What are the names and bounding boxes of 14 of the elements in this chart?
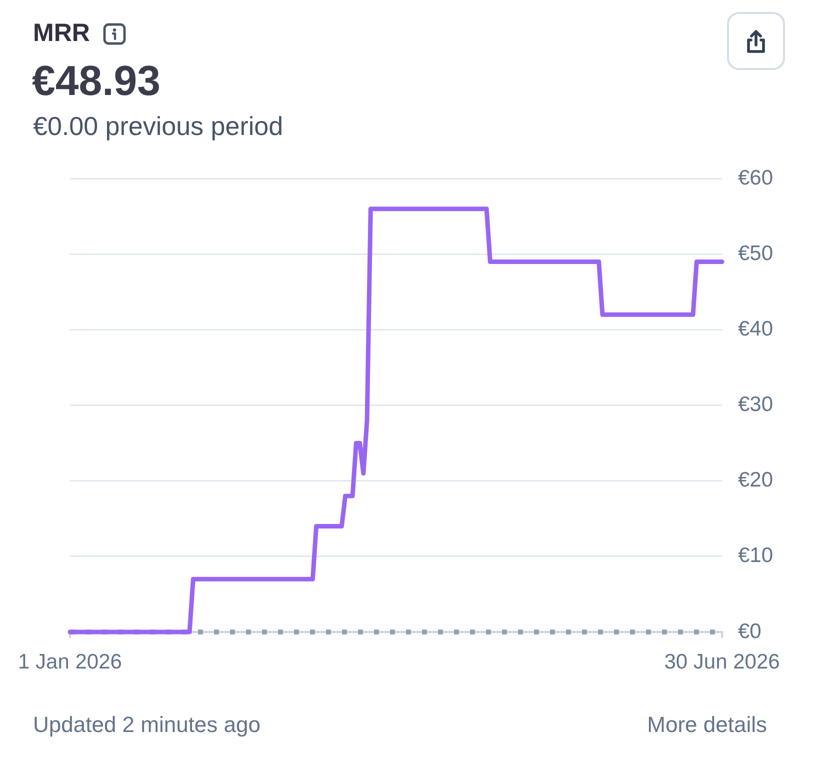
- x-tick-label: 1 Jan 2026: [18, 650, 122, 674]
- text: €0.00 previous period: [33, 111, 284, 141]
- chart-subtitle: €48.93: [32, 56, 160, 106]
- y-tick-label: €20: [738, 468, 774, 492]
- y-tick-label: €30: [738, 393, 774, 416]
- y-tick-label: €10: [738, 544, 774, 568]
- text: More details: [647, 711, 767, 739]
- x-tick-label: 30 Jun 2026: [664, 650, 780, 674]
- y-tick-label: €50: [738, 242, 774, 265]
- y-tick-label: €40: [738, 318, 774, 341]
- text: Updated 2 minutes ago: [33, 711, 260, 739]
- y-tick-label: €0: [738, 620, 762, 643]
- y-tick-label: €60: [738, 166, 774, 190]
- chart-title: MRR: [33, 18, 90, 48]
